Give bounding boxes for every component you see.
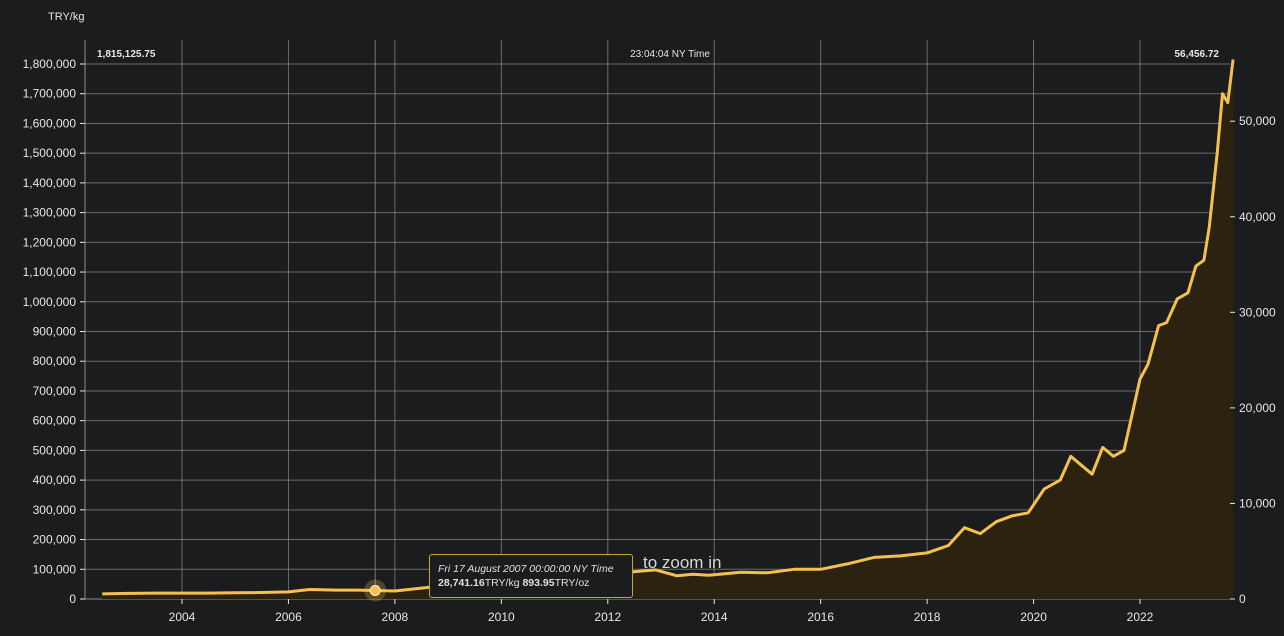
y-tick-label: 400,000	[33, 473, 77, 487]
tooltip-values: 28,741.16TRY/kg 893.95TRY/oz	[438, 577, 624, 589]
x-tick-label: 2006	[275, 610, 302, 624]
tooltip-oz-unit: TRY/oz	[554, 577, 590, 589]
x-tick-label: 2020	[1020, 610, 1047, 624]
x-tick-label: 2018	[914, 610, 941, 624]
y-axis-left: 0 100,000 200,000 300,000 400,000 500,000 600,…	[23, 57, 85, 606]
highlight-marker	[364, 579, 387, 602]
x-tick-label: 2012	[594, 610, 621, 624]
x-axis: 2004 2006 2008 2010 2012 2014 2016 2018 2020 2022	[169, 599, 1154, 624]
tooltip-kg-value: 28,741.16	[438, 577, 485, 589]
y-tick-label: 1,600,000	[23, 116, 77, 130]
y-tick-label: 300,000	[33, 503, 77, 517]
chart-grid	[84, 40, 1230, 600]
y-tick-label: 200,000	[33, 533, 77, 547]
x-tick-label: 2022	[1127, 610, 1154, 624]
y-tick-label: 1,000,000	[23, 295, 77, 309]
y2-tick-label: 10,000	[1239, 496, 1276, 510]
price-line	[102, 59, 1235, 596]
tooltip-oz-value: 893.95	[522, 577, 555, 589]
tooltip-kg-unit: TRY/kg	[484, 577, 520, 589]
y-tick-label: 500,000	[33, 443, 77, 457]
highlight-point	[369, 584, 381, 596]
price-tooltip: Fri 17 August 2007 00:00:00 NY Time 28,7…	[429, 554, 633, 598]
y-tick-label: 800,000	[33, 354, 77, 368]
y-tick-label: 900,000	[33, 325, 77, 339]
price-area	[102, 59, 1234, 599]
current-time-label: 23:04:04 NY Time	[630, 49, 710, 60]
y-tick-label: 100,000	[33, 562, 77, 576]
top-labels: 1,815,125.75 23:04:04 NY Time 56,456.72	[97, 49, 1219, 60]
y-tick-label: 1,400,000	[23, 176, 77, 190]
top-left-value: 1,815,125.75	[97, 49, 156, 60]
x-tick-label: 2008	[382, 610, 409, 624]
top-right-value: 56,456.72	[1175, 49, 1220, 60]
x-tick-label: 2004	[169, 610, 196, 624]
x-tick-label: 2014	[701, 610, 728, 624]
y-tick-label: 1,100,000	[23, 265, 77, 279]
y2-tick-label: 0	[1239, 592, 1246, 606]
tooltip-date: Fri 17 August 2007 00:00:00 NY Time	[438, 563, 614, 575]
y-tick-label: 1,300,000	[23, 206, 77, 220]
x-tick-label: 2010	[488, 610, 515, 624]
y-tick-label: 1,700,000	[23, 87, 77, 101]
y-tick-label: 700,000	[33, 384, 77, 398]
unit-label: TRY/kg	[48, 11, 85, 23]
y-tick-label: 1,800,000	[23, 57, 77, 71]
y2-tick-label: 20,000	[1239, 401, 1276, 415]
y-tick-label: 1,200,000	[23, 235, 77, 249]
y-axis-right: 0 10,000 20,000 30,000 40,000 50,000	[1230, 114, 1276, 606]
y-tick-label: 1,500,000	[23, 146, 77, 160]
y2-tick-label: 40,000	[1239, 210, 1276, 224]
y-tick-label: 0	[69, 592, 76, 606]
y2-tick-label: 30,000	[1239, 305, 1276, 319]
x-tick-label: 2016	[807, 610, 834, 624]
y2-tick-label: 50,000	[1239, 114, 1276, 128]
y-tick-label: 600,000	[33, 414, 77, 428]
zoom-hint: to zoom in	[643, 553, 722, 572]
